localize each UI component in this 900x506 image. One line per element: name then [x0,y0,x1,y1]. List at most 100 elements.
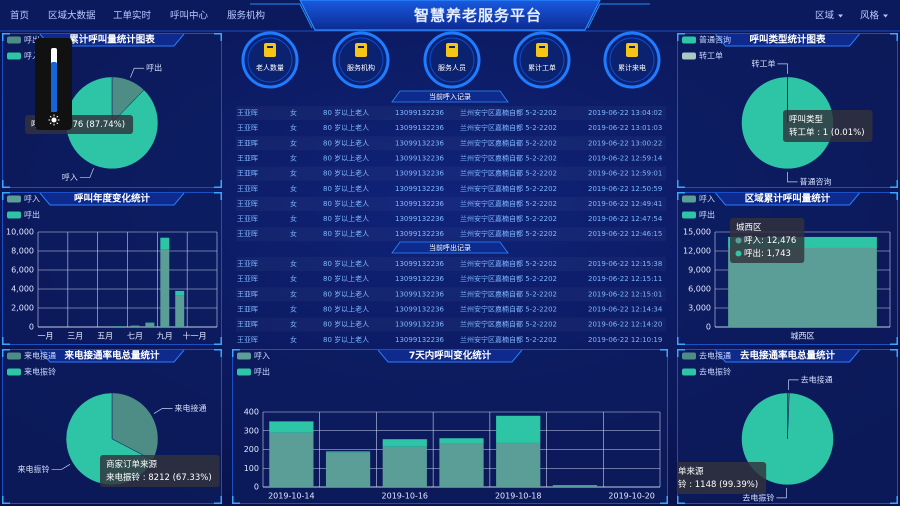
nav-menu[interactable]: 区域 [815,10,835,22]
table-cell: 2019-06-22 12:47:54 [588,215,663,223]
stat-inner [247,37,293,83]
nav-link[interactable]: 区域大数据 [48,10,96,22]
title-deco [39,349,185,363]
stat-icon [446,43,458,57]
panel-corner [890,349,898,357]
table-cell: 兰州安宁区嘉楠自都 5-2-2202 [460,229,557,238]
panel-title: 呼叫类型统计图表 [749,34,826,46]
stat-ring [603,31,661,89]
pie-label: 来电接通 [174,403,206,413]
title-deco [715,349,860,363]
table-cell: 女 [290,153,297,162]
tooltip [730,218,805,263]
nav-link[interactable]: 工单实时 [113,10,152,22]
bar [145,323,155,327]
x-tick-label: 十一月 [183,331,207,341]
panel-corner [2,180,10,188]
table-cell: 兰州安宁区嘉楠自都 5-2-2202 [460,259,557,268]
table-cell: 女 [290,138,297,147]
y-tick-label: 200 [244,445,259,454]
panel-title: 去电接通率电总量统计 [740,350,836,362]
panel-corner [890,496,898,504]
bar [552,485,598,487]
table-cell: 兰州安宁区嘉楠自都 5-2-2202 [460,199,557,208]
table-cell: 2019-06-22 12:59:14 [588,154,663,162]
bar [175,290,185,296]
title-deco [715,33,860,47]
table-cell: 80 岁以上老人 [323,108,369,117]
table-cell: 13099132236 [395,124,445,132]
panel-corner [214,349,222,357]
legend-swatch [682,368,696,376]
legend-label: 去电接通 [699,351,731,361]
panel-title: 7天内呼叫变化统计 [409,350,492,362]
bar [115,326,125,327]
bar [160,237,170,250]
nav-link[interactable]: 服务机构 [227,10,265,22]
pie-slice [111,392,159,461]
tooltip-text: 铃 : 1148 (99.39%) [678,479,758,490]
sun-ray [49,115,52,118]
table-title: 当前呼出记录 [429,243,471,252]
nav-link[interactable]: 呼叫中心 [170,10,209,22]
legend-swatch [682,211,696,219]
nav-link[interactable]: 首页 [10,10,29,22]
legend-label: 来电接通 [24,351,56,361]
x-tick-label: 2019-10-20 [608,492,655,501]
stat-ring [513,31,571,89]
pie-leader [777,63,788,74]
legend-swatch [7,195,21,203]
table-cell: 13099132236 [395,109,445,117]
stat-icon-detail [449,46,455,48]
x-tick-label: 七月 [127,332,143,341]
panel-corner [890,33,898,41]
legend-label: 呼入 [699,194,715,204]
y-tick-label: 3,000 [688,304,711,313]
tooltip-text: 城西区 [736,223,762,233]
table-cell: 王亚晖 [237,321,258,329]
page-title: 智慧养老服务平台 [414,7,542,25]
table-cell: 80 岁以上老人 [323,214,369,223]
stat-icon-detail [267,46,273,48]
panel-corner [2,33,10,41]
bar [439,443,484,487]
table-cell: 王亚晖 [237,230,258,238]
panel-corner [214,180,222,188]
panel-corner [660,349,668,357]
stat-inner [429,37,475,83]
banner-deco [587,3,650,29]
table-cell: 王亚晖 [237,215,258,223]
legend-label: 呼出 [24,35,40,45]
table-cell: 兰州安宁区嘉楠自都 5-2-2202 [460,289,557,298]
bar [439,438,484,444]
legend-swatch [7,36,21,44]
panel-corner [232,496,240,504]
panel-corner [677,496,685,504]
tooltip-text: 呼叫类型 [789,114,824,125]
table-cell: 80 岁以上老人 [323,274,369,283]
nav-menu[interactable]: 风格 [860,10,880,22]
pie-label: 去电接通 [801,374,833,384]
sun-icon [51,117,57,123]
table-cell: 王亚晖 [237,170,258,178]
pie-leader [79,168,94,178]
y-tick-label: 2,000 [11,304,34,313]
panel-corner [890,337,898,345]
table-cell: 80 岁以上老人 [323,229,369,238]
y-tick-label: 100 [244,464,259,473]
tooltip-text: 单来源 [678,466,704,477]
pie-leader [787,171,798,183]
table-cell: 13099132236 [395,139,445,147]
stat-label: 累计来电 [618,63,646,72]
table-cell: 女 [290,304,297,313]
stat-label: 累计工单 [528,63,556,72]
legend-label: 呼出 [699,210,715,220]
panel-title: 区域累计呼叫量统计 [745,193,831,205]
x-tick-label: 五月 [97,332,113,341]
legend-swatch [237,368,251,376]
tooltip-text: 商家订单来源 [106,459,158,470]
sun-ray [49,122,52,125]
